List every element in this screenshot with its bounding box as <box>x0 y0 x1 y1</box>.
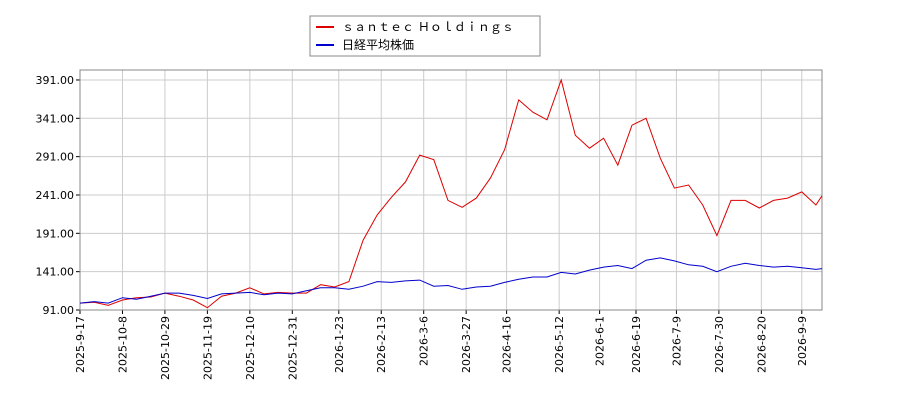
x-tick-label: 2026-6-19 <box>630 316 643 373</box>
x-tick-label: 2026-1-23 <box>333 316 346 373</box>
x-tick-label: 2026-3-27 <box>460 316 473 373</box>
y-tick-label: 241.00 <box>36 189 75 202</box>
x-tick-label: 2025-12-10 <box>244 316 257 380</box>
x-tick-label: 2026-6-1 <box>594 316 607 366</box>
y-tick-label: 141.00 <box>36 266 75 279</box>
y-tick-label: 391.00 <box>36 74 75 87</box>
x-tick-label: 2026-9-9 <box>796 316 809 366</box>
x-tick-label: 2026-7-9 <box>670 316 683 366</box>
x-tick-label: 2026-3-6 <box>418 316 431 366</box>
series-line <box>79 257 823 304</box>
y-tick-label: 291.00 <box>36 151 75 164</box>
x-tick-label: 2025-10-29 <box>159 316 172 380</box>
y-tick-label: 191.00 <box>36 227 75 240</box>
x-tick-label: 2025-11-19 <box>201 316 214 380</box>
y-tick-label: 91.00 <box>43 304 75 317</box>
x-tick-label: 2026-7-30 <box>713 316 726 373</box>
y-tick-label: 341.00 <box>36 112 75 125</box>
plot-frame <box>79 69 823 311</box>
series-line <box>79 78 823 309</box>
x-tick-label: 2025-9-17 <box>74 316 87 373</box>
x-tick-label: 2026-2-13 <box>375 316 388 373</box>
x-tick-label: 2026-4-16 <box>501 316 514 373</box>
x-tick-label: 2025-12-31 <box>286 316 299 380</box>
legend-box <box>309 15 541 57</box>
x-tick-label: 2026-8-20 <box>755 316 768 373</box>
x-tick-label: 2026-5-12 <box>553 316 566 373</box>
x-tick-label: 2025-10-8 <box>116 316 129 373</box>
legend-label: 日経平均株価 <box>342 37 414 52</box>
legend-label: ｓａｎｔｅｃ Ｈｏｌｄｉｎｇｓ <box>342 20 514 34</box>
